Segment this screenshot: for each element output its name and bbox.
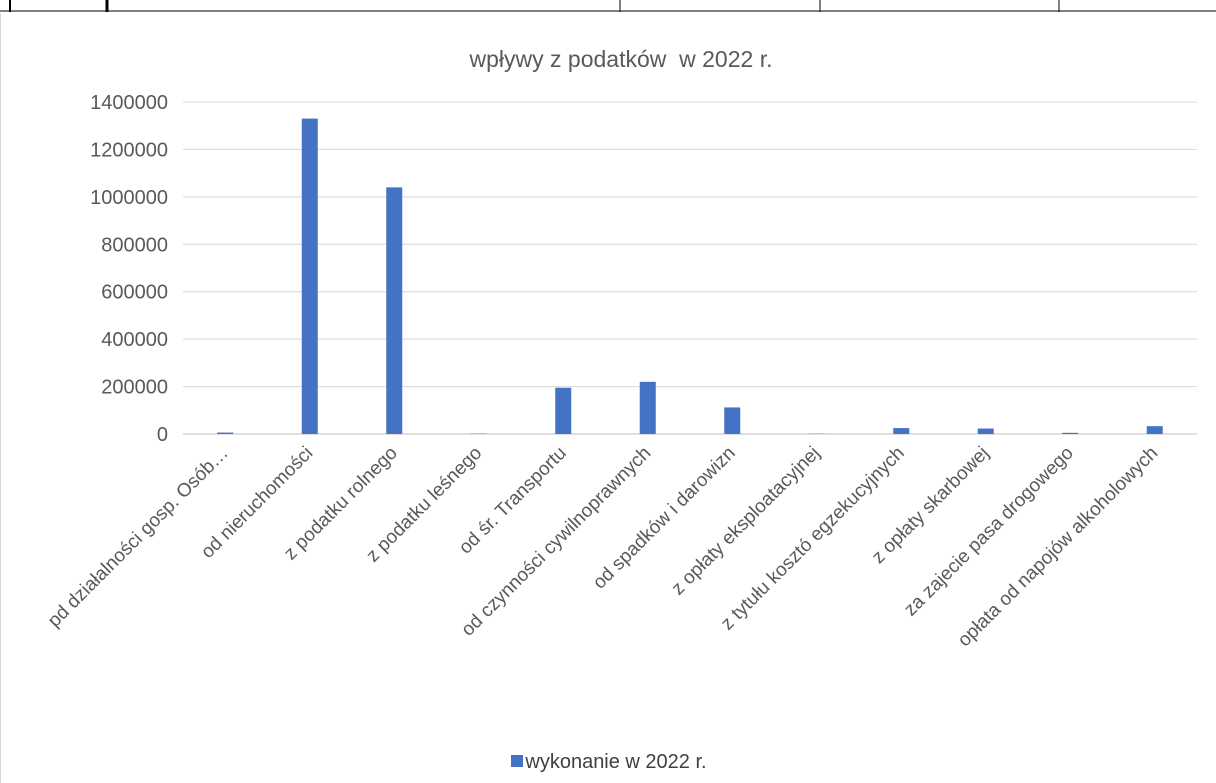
y-tick-label: 1000000 <box>90 187 168 209</box>
legend: wykonanie w 2022 r. <box>1 751 1216 774</box>
x-tick-label: z tytułu kosztó egzekucyjnych <box>717 443 909 635</box>
y-tick-label: 200000 <box>101 377 168 399</box>
y-tick-label: 0 <box>157 424 168 446</box>
gridlines <box>183 101 1197 435</box>
bar <box>893 428 910 434</box>
y-tick-label: 600000 <box>101 282 168 304</box>
bar <box>301 118 318 434</box>
y-tick-label: 1200000 <box>90 139 168 161</box>
y-axis-tick-labels: 0 200000 400000 600000 800000 1000000 1200000 1… <box>90 92 168 446</box>
bar <box>977 428 994 434</box>
x-tick-label: od spadków i darowizn <box>589 443 740 594</box>
y-tick-label: 400000 <box>101 329 168 351</box>
y-tick-label: 1400000 <box>90 92 168 114</box>
x-axis-tick-labels: pd działalności gosp. Osób…od nieruchomo… <box>44 443 1162 651</box>
bar <box>555 387 572 434</box>
chart-title: wpływy z podatków w 2022 r. <box>469 46 773 72</box>
x-tick-label: za zajecie pasa drogowego <box>900 443 1078 621</box>
y-tick-label: 800000 <box>101 234 168 256</box>
x-tick-label: pd działalności gosp. Osób… <box>44 443 233 632</box>
bar <box>639 381 656 434</box>
bar <box>386 187 403 434</box>
bar <box>1146 426 1163 434</box>
bars <box>217 118 1163 434</box>
legend-label: wykonanie w 2022 r. <box>525 751 707 773</box>
chart-area: wpływy z podatków w 2022 r. 0 200000 40000… <box>0 13 1215 783</box>
table-border-fragment <box>0 0 1216 12</box>
bar-chart: wpływy z podatków w 2022 r. 0 200000 40000… <box>44 46 1197 651</box>
x-tick-label: z opłaty eksploatacyjnej <box>668 443 825 600</box>
legend-swatch <box>511 754 524 767</box>
bar <box>1062 432 1079 434</box>
bar <box>724 407 741 434</box>
bar <box>217 432 234 434</box>
